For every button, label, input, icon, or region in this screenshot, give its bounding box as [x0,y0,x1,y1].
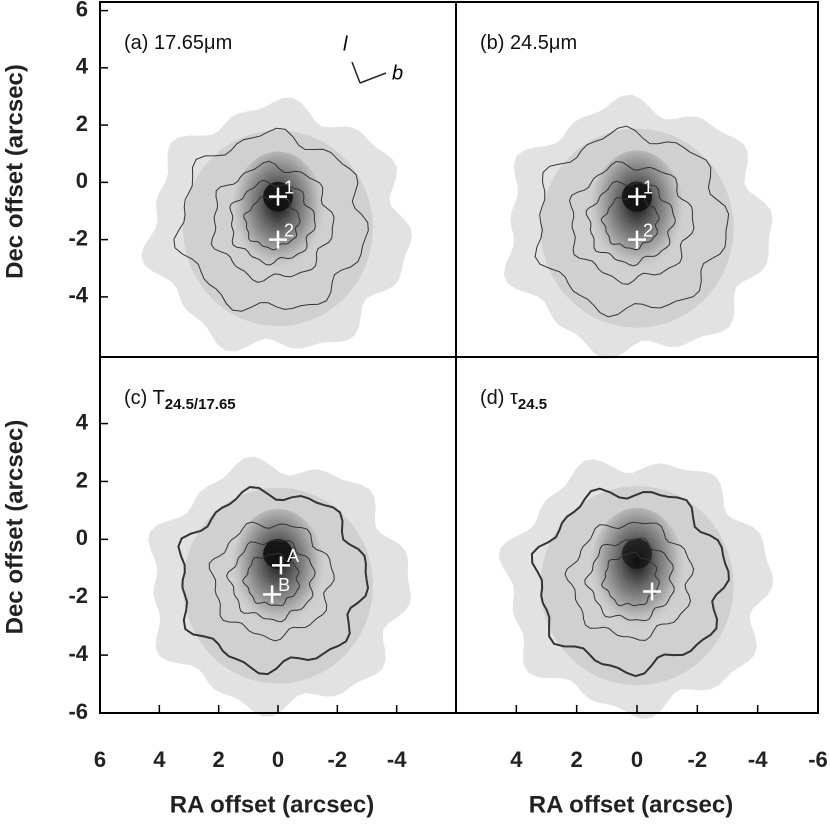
panel-title: (b) 24.5μm [480,32,577,54]
orientation [351,61,387,84]
contour [208,521,335,642]
x-tick-label: -4 [748,747,768,772]
x-tick-label: 0 [272,747,284,772]
y-axis-label: Dec offset (arcsec) [1,420,28,635]
panel-title-sub: 24.5/17.65 [165,396,236,413]
emission-core [588,150,686,284]
emission-core [230,508,326,640]
y-tick-label: 2 [76,111,88,136]
contour [226,539,316,623]
y-axis-label: Dec offset (arcsec) [1,64,28,279]
orientation-label: b [392,62,403,84]
y-tick-label: -2 [68,583,88,608]
contour [530,487,730,678]
contour [585,180,676,267]
y-tick-label: 0 [76,168,88,193]
marker-label: 2 [643,220,653,240]
marker [269,187,287,206]
panel-title-sub: 24.5 [518,396,547,413]
y-tick-label: -4 [68,641,88,666]
contour [229,179,316,266]
x-tick-label: 6 [94,747,106,772]
panel-title-text: (a) 17.65μm [124,32,232,54]
marker-label: A [287,546,299,566]
marker-label: 1 [284,177,294,197]
marker [628,230,646,249]
contour [564,521,695,641]
contour [534,125,730,318]
contour [173,127,369,312]
contour [177,485,370,676]
x-tick-label: 2 [571,747,583,772]
marker-label: B [278,575,290,595]
panel: (d) τ24.5 4 2 0 -2 -4 -6 RA offset (arcsec) [455,356,828,818]
x-tick-label: 2 [213,747,225,772]
marker [263,585,282,604]
y-tick-label: -2 [68,225,88,250]
x-tick-label: 0 [631,747,643,772]
x-axis-label: RA offset (arcsec) [529,791,734,818]
marker [269,230,287,249]
contour [242,552,300,607]
y-tick-label: 4 [76,409,89,434]
y-tick-label: -6 [68,699,88,724]
contour [584,537,675,622]
x-tick-label: -2 [688,747,708,772]
panel: (b) 24.5μm 1 2 [455,1,819,359]
contour [210,160,335,283]
orientation-label: l [343,33,348,55]
marker [271,556,290,575]
panel-title: (d) τ24.5 [480,387,547,413]
contour [601,551,660,607]
marker-label: 2 [284,220,294,240]
marker [643,582,662,601]
y-tick-label: -4 [68,283,88,308]
contour [243,195,301,251]
x-tick-label: 4 [153,747,166,772]
x-axis-label: RA offset (arcsec) [170,791,375,818]
panel: (a) 17.65μm 6 4 2 0 -2 -4 Dec offset (arcsec) 1 2 [1,0,457,358]
y-tick-label: 6 [76,0,88,21]
x-tick-label: 4 [510,747,523,772]
x-tick-label: -6 [808,747,828,772]
emission-core [588,507,686,641]
panel-title: (a) 17.65μm [124,32,232,54]
panel-title-text: (d) τ [480,387,518,409]
panel-title-text: (c) T [124,387,165,409]
panel: (c) T24.5/17.65 4 2 0 -2 -4 -66 4 2 0 -2 -4 Dec offs… [1,356,457,818]
contour [568,160,695,285]
y-tick-label: 2 [76,467,88,492]
marker [628,187,646,206]
panel-title: (c) T24.5/17.65 [124,387,236,413]
marker-label: 1 [643,177,653,197]
panel-title-text: (b) 24.5μm [480,32,577,54]
x-tick-label: -4 [387,747,407,772]
y-tick-label: 4 [76,54,89,79]
x-tick-label: -2 [328,747,348,772]
contour [600,195,660,251]
y-tick-label: 0 [76,525,88,550]
emission-core [230,151,326,282]
